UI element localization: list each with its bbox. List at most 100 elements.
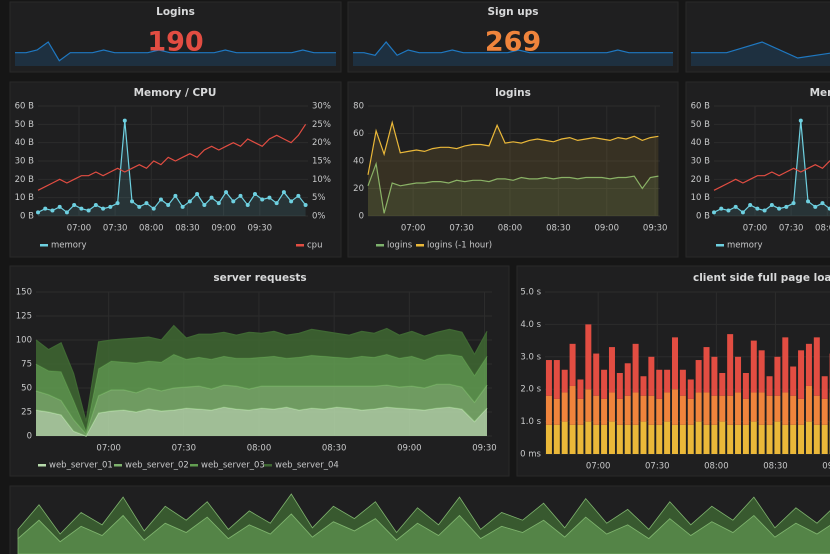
bar-segment — [821, 376, 828, 399]
point — [137, 204, 142, 209]
bar-segment — [750, 421, 757, 454]
panel-title: Memory / CPU — [810, 87, 830, 99]
point — [202, 203, 207, 207]
legend-label: web_server_03 — [201, 461, 265, 471]
point — [50, 208, 55, 213]
bar-segment — [569, 343, 576, 386]
sparkline-fill — [353, 42, 673, 66]
bar-segment — [569, 385, 576, 425]
panel-title: client side full page load — [693, 272, 830, 284]
bar-segment — [703, 392, 710, 425]
y2-tick-label: 10% — [312, 175, 331, 185]
y2-tick-label: 15% — [312, 157, 331, 167]
x-tick-label: 09:00 — [822, 462, 830, 472]
point — [115, 201, 120, 206]
bar-segment — [742, 398, 749, 425]
sparkline — [15, 41, 336, 62]
bar-segment — [742, 373, 749, 399]
bar-segment — [742, 424, 749, 454]
bar-segment — [687, 398, 694, 425]
bar-segment — [735, 356, 742, 393]
area — [368, 122, 659, 216]
legend-label: web_server_02 — [125, 461, 189, 471]
point — [158, 197, 163, 202]
y-tick-label: 150 — [16, 288, 32, 298]
bar-segment — [553, 360, 560, 399]
bar-segment — [758, 424, 765, 454]
point — [777, 206, 782, 211]
y-tick-label: 100 — [16, 336, 32, 346]
bar-segment — [735, 424, 742, 454]
bar-segment — [632, 392, 639, 425]
bar-segment — [656, 369, 663, 399]
legend-label: logins — [387, 241, 413, 251]
legend-label: memory — [51, 241, 87, 251]
y-tick-label: 3.0 s — [520, 352, 541, 362]
point — [216, 201, 221, 206]
y-tick-label: 2.0 s — [520, 385, 541, 395]
bar-segment — [687, 424, 694, 454]
bar-segment — [711, 395, 718, 425]
point — [791, 201, 796, 206]
bar-segment — [805, 385, 812, 422]
point — [755, 206, 760, 211]
x-tick-label: 07:00 — [743, 224, 768, 234]
point — [813, 204, 818, 209]
x-tick-label: 07:30 — [103, 224, 128, 234]
point — [72, 203, 77, 207]
x-tick-label: 08:30 — [322, 444, 347, 454]
bar-segment — [561, 392, 568, 422]
y-tick-label: 40 B — [15, 138, 35, 148]
x-tick-label: 08:30 — [175, 224, 200, 234]
y-tick-label: 5.0 s — [520, 288, 541, 298]
point — [144, 201, 149, 206]
bar-segment — [805, 343, 812, 386]
stat-value: 190 — [147, 27, 203, 58]
point — [274, 201, 279, 206]
point — [122, 118, 127, 123]
area — [714, 120, 830, 216]
bar-segment — [805, 421, 812, 454]
y-tick-label: 40 B — [691, 138, 711, 148]
legend-label: web_server_01 — [49, 461, 113, 471]
x-tick-label: 09:00 — [211, 224, 236, 234]
y2-tick-label: 20% — [312, 138, 331, 148]
bar-segment — [758, 350, 765, 393]
bar-segment — [608, 392, 615, 422]
bar-segment — [648, 424, 655, 454]
bar-segment — [766, 424, 773, 454]
point — [231, 199, 236, 204]
y-tick-label: 30 B — [691, 157, 711, 167]
bar-segment — [664, 369, 671, 393]
point — [827, 206, 830, 211]
area — [368, 163, 659, 216]
bar-segment — [648, 356, 655, 396]
point — [281, 190, 286, 195]
x-tick-label: 09:30 — [472, 444, 497, 454]
bar-segment — [553, 424, 560, 454]
bar-segment — [774, 395, 781, 422]
point — [36, 210, 40, 215]
bar-segment — [790, 366, 797, 396]
area — [36, 407, 487, 436]
bar-segment — [624, 363, 631, 396]
point — [64, 210, 69, 215]
point — [79, 206, 84, 211]
bar-segment — [577, 379, 584, 399]
point — [86, 208, 91, 213]
sparkline — [353, 41, 673, 57]
panel-title: Memory / CPU — [134, 87, 217, 99]
bar-segment — [679, 369, 686, 396]
y-tick-label: 60 B — [691, 102, 711, 112]
y-tick-label: 0 B — [696, 212, 710, 222]
point — [108, 204, 113, 209]
bar-segment — [545, 360, 552, 396]
y-tick-label: 0 B — [20, 212, 34, 222]
point — [238, 193, 243, 198]
area — [36, 354, 487, 435]
y-tick-label: 50 B — [691, 120, 711, 130]
legend-swatch — [416, 244, 424, 247]
bar-segment — [679, 424, 686, 454]
point — [296, 193, 301, 198]
y-tick-label: 10 B — [15, 193, 35, 203]
